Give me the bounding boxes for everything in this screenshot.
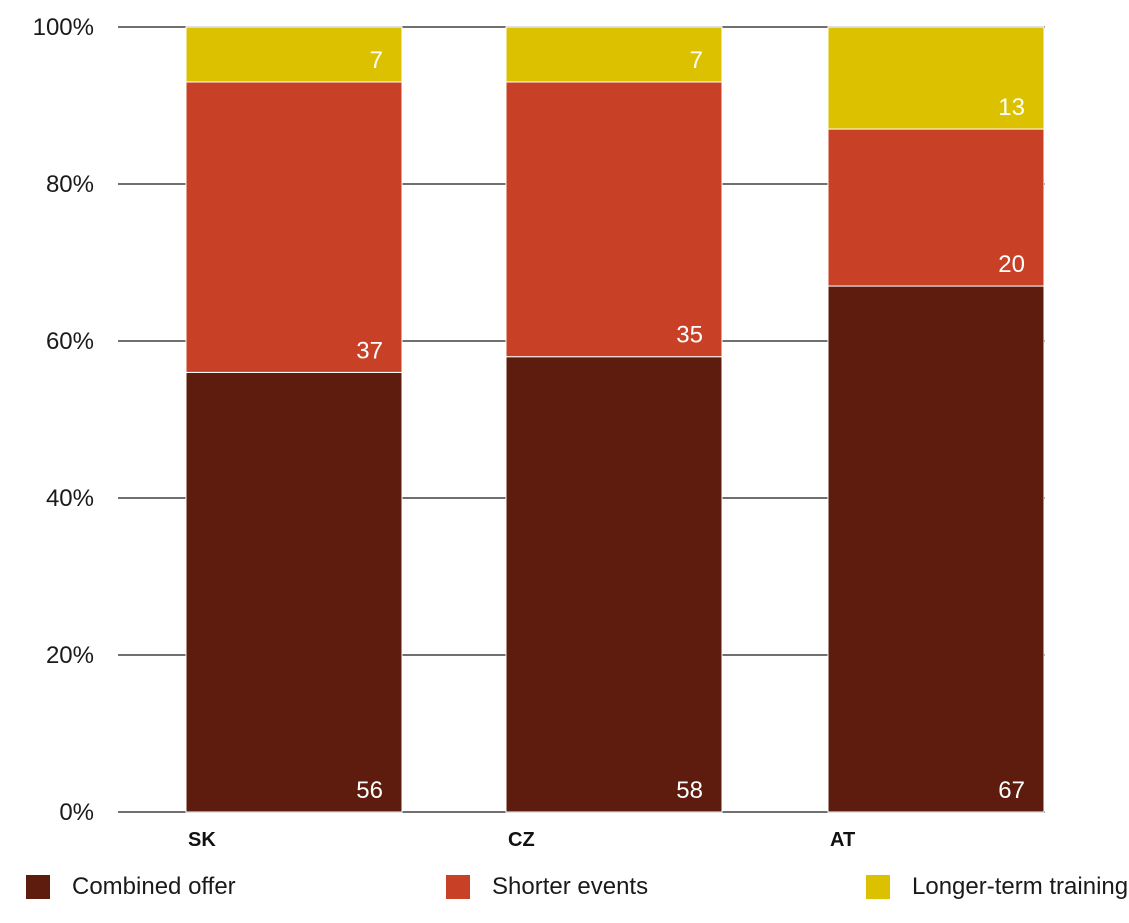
data-label: 20 [998,251,1025,278]
bar-segment [827,285,1045,813]
legend-item-combined-offer: Combined offer [26,872,236,902]
data-label: 56 [356,777,383,804]
y-tick-label: 40% [46,485,94,512]
x-category-label: AT [830,829,855,851]
bar-segment [505,26,723,83]
legend: Combined offer Shorter events Longer-ter… [0,868,1129,923]
data-label: 7 [690,47,703,74]
data-label: 13 [998,94,1025,121]
x-axis-category-labels: SK CZ AT [188,829,855,851]
x-category-label: CZ [508,829,535,851]
legend-label: Combined offer [72,873,236,900]
legend-swatch [446,875,470,899]
y-tick-label: 20% [46,642,94,669]
data-label: 37 [356,337,383,364]
bar-segment [827,26,1045,130]
data-label: 58 [676,777,703,804]
y-tick-label: 0% [59,799,94,826]
bar-segment [827,128,1045,287]
legend-label: Shorter events [492,873,649,900]
bars [185,26,1045,813]
y-tick-label: 100% [33,14,94,41]
bar-segment [185,371,403,813]
y-tick-label: 80% [46,171,94,198]
bar-segment [185,26,403,83]
data-label: 35 [676,322,703,349]
legend-label: Longer-term training [912,873,1129,900]
bar-segment [185,81,403,373]
legend-item-longer-term-training: Longer-term training [866,872,1128,902]
x-category-label: SK [188,829,216,851]
y-tick-label: 60% [46,328,94,355]
y-axis-ticks: 0% 20% 40% 60% 80% 100% [33,14,94,826]
legend-swatch [26,875,50,899]
data-label: 67 [998,777,1025,804]
bar-segment [505,81,723,358]
data-label: 7 [370,47,383,74]
bar-segment [505,356,723,813]
legend-item-shorter-events: Shorter events [446,872,648,902]
stacked-bar-chart: 0% 20% 40% 60% 80% 100% 56 37 7 58 35 7 67 20 13 SK CZ… [33,14,1045,851]
legend-swatch [866,875,890,899]
value-labels: 56 37 7 58 35 7 67 20 13 [356,47,1025,804]
